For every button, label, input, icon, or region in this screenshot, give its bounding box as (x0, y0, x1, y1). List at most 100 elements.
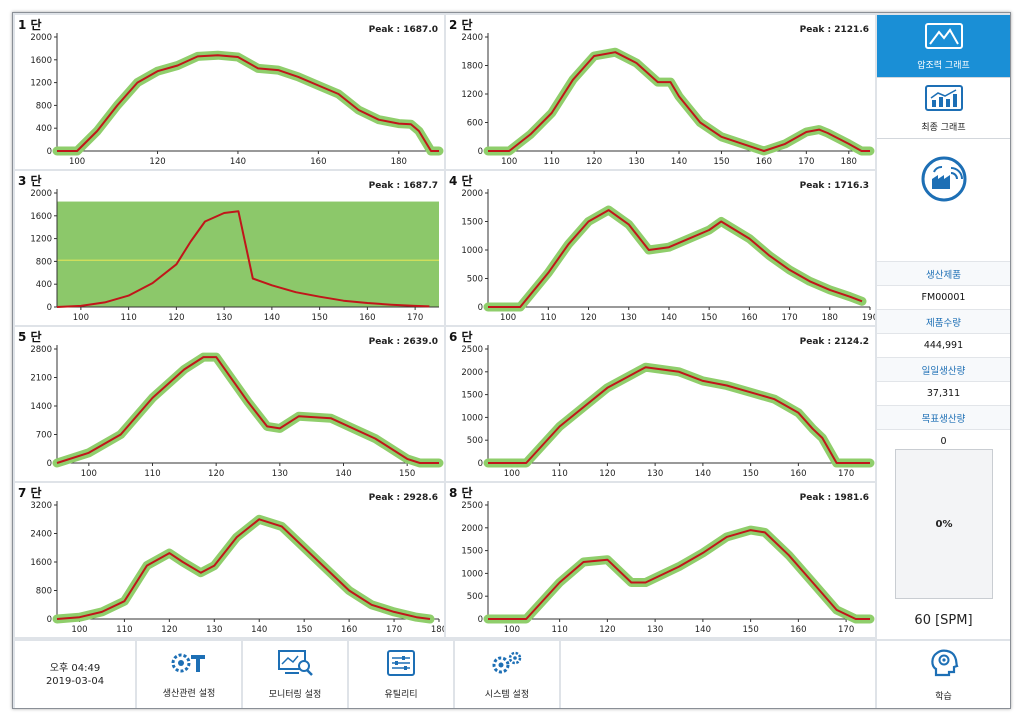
y-tick-label: 1600 (30, 56, 52, 66)
x-tick-label: 150 (743, 625, 759, 635)
x-tick-label: 120 (599, 469, 615, 479)
y-tick-label: 0 (478, 615, 483, 625)
x-tick-label: 120 (149, 157, 165, 167)
panel-title: 7 단 (18, 486, 42, 500)
tolerance-band (483, 47, 875, 156)
y-tick-label: 0 (47, 615, 52, 625)
peak-label: Peak : 1981.6 (799, 493, 869, 503)
y-tick-label: 1500 (461, 218, 483, 228)
clock-date: 2019-03-04 (45, 675, 105, 687)
chart-panel-8: 0 500 1000 1500 2000 2500 100 110 120 130 140 150 16… (446, 483, 875, 637)
line-chart: 0 500 1000 1500 2000 100 110 120 130 140 150 160 170… (461, 189, 875, 323)
x-tick-label: 180 (841, 157, 857, 167)
line-chart: 0 400 800 1200 1600 2000 100 120 140 160 180 (30, 33, 444, 167)
y-tick-label: 1000 (461, 413, 483, 423)
x-tick-label: 130 (621, 313, 637, 323)
chart-panel-6: 0 500 1000 1500 2000 2500 100 110 120 130 140 150 16… (446, 327, 875, 481)
pressure-line (56, 210, 430, 308)
line-chart: 0 500 1000 1500 2000 2500 100 110 120 130 140 150 16… (461, 501, 875, 635)
y-tick-label: 1800 (461, 62, 483, 72)
product-label: 생산제품 (877, 261, 1010, 285)
x-tick-label: 120 (586, 157, 602, 167)
x-tick-label: 100 (504, 625, 520, 635)
x-tick-label: 190 (862, 313, 875, 323)
target-production-label: 목표생산량 (877, 405, 1010, 429)
y-tick-label: 400 (36, 280, 52, 290)
pressure-line (56, 356, 439, 464)
x-tick-label: 120 (599, 625, 615, 635)
y-tick-label: 2000 (461, 524, 483, 534)
y-tick-label: 1000 (461, 246, 483, 256)
y-tick-label: 2500 (461, 345, 483, 355)
system-settings-button[interactable]: 시스템 설정 (455, 641, 559, 708)
pressure-line (488, 529, 870, 620)
production-settings-button[interactable]: 생산관련 설정 (137, 641, 241, 708)
x-tick-label: 110 (116, 625, 132, 635)
y-tick-label: 0 (47, 303, 52, 313)
gear-wrench-icon (169, 650, 209, 680)
x-tick-label: 100 (73, 313, 89, 323)
pressure-graph-button[interactable]: 압조력 그래프 (877, 15, 1010, 77)
progress-percent: 0% (935, 518, 953, 530)
x-tick-label: 140 (671, 157, 687, 167)
final-graph-label: 최종 그래프 (921, 122, 966, 133)
x-tick-label: 110 (540, 313, 556, 323)
y-tick-label: 700 (36, 431, 52, 441)
x-tick-label: 110 (552, 469, 568, 479)
pressure-line (488, 366, 870, 464)
line-chart: 0 600 1200 1800 2400 100 110 120 130 140 150 160 170… (461, 33, 875, 167)
chart-panel-3: 0 400 800 1200 1600 2000 100 110 120 130 140 150 160… (15, 171, 444, 325)
quantity-value: 444,991 (877, 333, 1010, 357)
y-tick-label: 1200 (461, 90, 483, 100)
x-tick-label: 100 (501, 157, 517, 167)
x-tick-label: 100 (69, 157, 85, 167)
y-tick-label: 2400 (461, 33, 483, 43)
utility-label: 유틸리티 (384, 690, 418, 700)
learn-label: 학습 (935, 692, 952, 702)
peak-label: Peak : 1716.3 (799, 181, 869, 191)
tolerance-band (483, 205, 867, 312)
monitoring-settings-button[interactable]: 모니터링 설정 (243, 641, 347, 708)
x-tick-label: 110 (121, 313, 137, 323)
line-chart: 0 400 800 1200 1600 2000 100 110 120 130 140 150 160… (30, 189, 439, 323)
utility-button[interactable]: 유틸리티 (349, 641, 453, 708)
peak-label: Peak : 1687.0 (368, 25, 438, 35)
y-tick-label: 2100 (30, 374, 52, 384)
bottom-toolbar: 오후 04:49 2019-03-04 생산관련 설정 모니터링 설정 유틸리티 (15, 641, 875, 708)
panel-title: 6 단 (449, 330, 473, 344)
y-tick-label: 0 (47, 459, 52, 469)
learn-button[interactable]: 학습 (877, 641, 1010, 708)
x-tick-label: 160 (790, 625, 806, 635)
chart-grid: 0 400 800 1200 1600 2000 100 120 140 160 180 1 단 P… (15, 15, 875, 639)
clock: 오후 04:49 2019-03-04 (15, 641, 135, 708)
peak-label: Peak : 1687.7 (368, 181, 438, 191)
x-tick-label: 100 (500, 313, 516, 323)
progress-gauge: 0% (895, 449, 993, 599)
product-value: FM00001 (877, 285, 1010, 309)
tolerance-band (52, 352, 444, 468)
x-tick-label: 170 (407, 313, 423, 323)
quantity-label: 제품수량 (877, 309, 1010, 333)
y-tick-label: 600 (467, 119, 483, 129)
x-tick-label: 150 (296, 625, 312, 635)
y-tick-label: 800 (36, 587, 52, 597)
x-tick-label: 150 (312, 313, 328, 323)
monitoring-settings-label: 모니터링 설정 (268, 690, 322, 700)
final-graph-button[interactable]: 최종 그래프 (877, 77, 1010, 139)
y-tick-label: 1000 (461, 569, 483, 579)
y-tick-label: 0 (478, 147, 483, 157)
x-tick-label: 140 (230, 157, 246, 167)
production-settings-label: 생산관련 설정 (162, 689, 216, 699)
target-production-value: 0 (877, 429, 1010, 453)
y-tick-label: 2000 (30, 33, 52, 43)
x-tick-label: 150 (701, 313, 717, 323)
x-tick-label: 100 (71, 625, 87, 635)
x-tick-label: 120 (161, 625, 177, 635)
x-tick-label: 110 (544, 157, 560, 167)
x-tick-label: 130 (647, 625, 663, 635)
y-tick-label: 1500 (461, 391, 483, 401)
clock-time: 오후 04:49 (49, 662, 101, 674)
y-tick-label: 2400 (30, 530, 52, 540)
line-chart: 0 500 1000 1500 2000 2500 100 110 120 130 140 150 16… (461, 345, 875, 479)
x-tick-label: 160 (341, 625, 357, 635)
